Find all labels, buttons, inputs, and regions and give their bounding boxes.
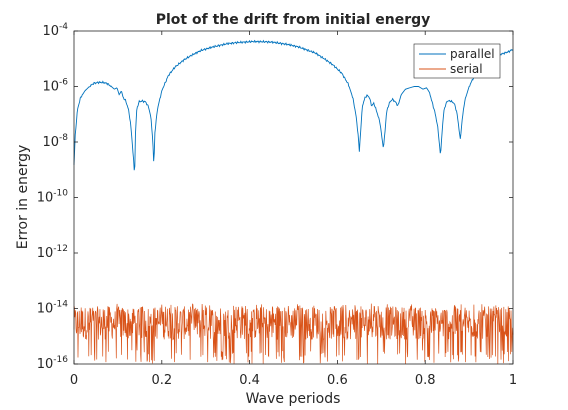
y-tick-label: 10-8 <box>42 133 68 150</box>
x-tick-label: 0.4 <box>239 373 260 388</box>
axis-ticks: 0 0.2 0.4 0.6 0.8 1 10-16 10-14 10-12 10-10 10-8 10… <box>37 22 517 388</box>
serial-line <box>73 303 514 364</box>
parallel-series <box>73 39 514 171</box>
parallel-line <box>73 39 514 171</box>
x-tick-label: 1 <box>509 373 517 388</box>
x-tick-label: 0.6 <box>327 373 348 388</box>
serial-series <box>73 303 514 364</box>
y-axis-label: Error in energy <box>15 145 31 250</box>
plot-background <box>74 31 513 364</box>
chart-title: Plot of the drift from initial energy <box>156 12 431 28</box>
y-tick-label: 10-16 <box>37 355 69 372</box>
x-tick-label: 0.2 <box>151 373 172 388</box>
y-tick-label: 10-4 <box>42 22 68 39</box>
legend-label-serial: serial <box>450 62 483 76</box>
legend-box <box>413 43 501 79</box>
legend-label-parallel: parallel <box>450 47 495 61</box>
x-tick-label: 0 <box>70 373 78 388</box>
y-tick-label: 10-6 <box>42 78 68 95</box>
y-tick-label: 10-10 <box>37 189 69 206</box>
y-tick-label: 10-14 <box>37 300 69 317</box>
x-axis-label: Wave periods <box>246 391 341 407</box>
y-tick-label: 10-12 <box>37 244 68 261</box>
legend: parallel serial <box>413 43 501 79</box>
x-tick-label: 0.8 <box>415 373 436 388</box>
